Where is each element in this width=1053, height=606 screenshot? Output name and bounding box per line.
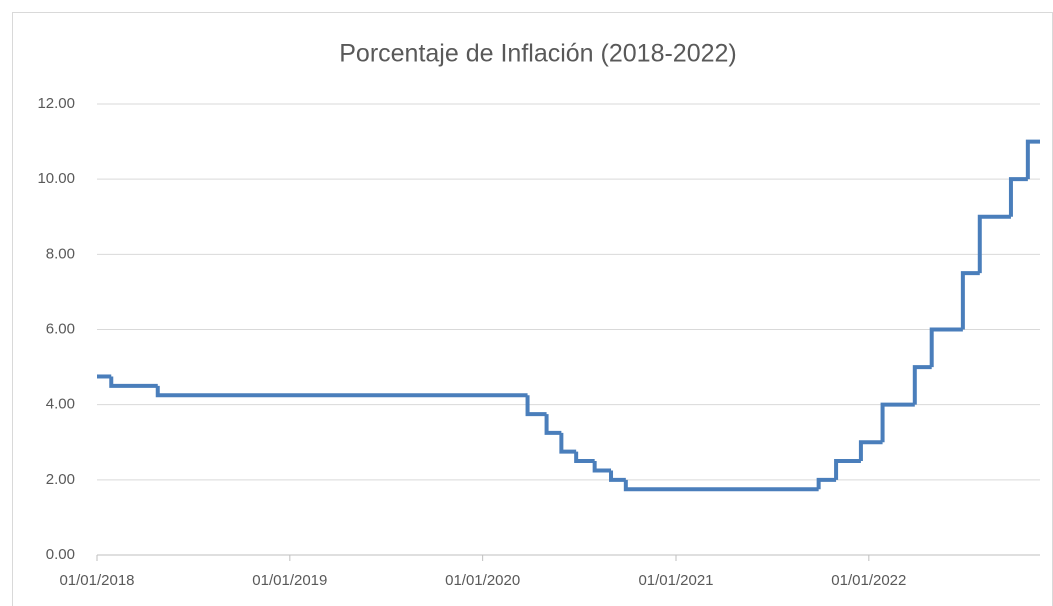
- y-tick-label: 10.00: [37, 170, 75, 187]
- line-step: [1025, 139, 1040, 180]
- line-step: [109, 376, 158, 388]
- line-step: [880, 402, 915, 443]
- y-tick-label: 8.00: [46, 245, 75, 262]
- line-step: [525, 395, 547, 417]
- line-step: [858, 440, 883, 462]
- line-step: [574, 451, 595, 464]
- x-tick-label: 01/01/2018: [59, 572, 134, 589]
- line-step: [816, 477, 837, 490]
- y-tick-label: 12.00: [37, 95, 75, 112]
- line-step: [960, 271, 980, 330]
- line-step: [929, 327, 963, 368]
- line-step: [1008, 177, 1028, 217]
- chart-title: Porcentaje de Inflación (2018-2022): [339, 40, 737, 68]
- x-tick-label: 01/01/2021: [638, 572, 713, 589]
- line-step: [912, 365, 932, 405]
- y-tick-label: 4.00: [46, 396, 75, 413]
- x-tick-label: 01/01/2019: [252, 572, 327, 589]
- line-step: [544, 414, 562, 435]
- line-step: [155, 385, 528, 398]
- line-step: [623, 479, 819, 492]
- line-step: [592, 461, 612, 473]
- y-tick-label: 0.00: [46, 546, 75, 563]
- chart-border: [12, 12, 1053, 606]
- line-step: [559, 432, 577, 454]
- x-tick-label: 01/01/2022: [831, 572, 906, 589]
- x-tick-label: 01/01/2020: [445, 572, 520, 589]
- y-tick-label: 6.00: [46, 320, 75, 337]
- y-tick-label: 2.00: [46, 471, 75, 488]
- line-step: [834, 459, 861, 480]
- line-step: [977, 214, 1011, 274]
- line-step: [609, 470, 626, 482]
